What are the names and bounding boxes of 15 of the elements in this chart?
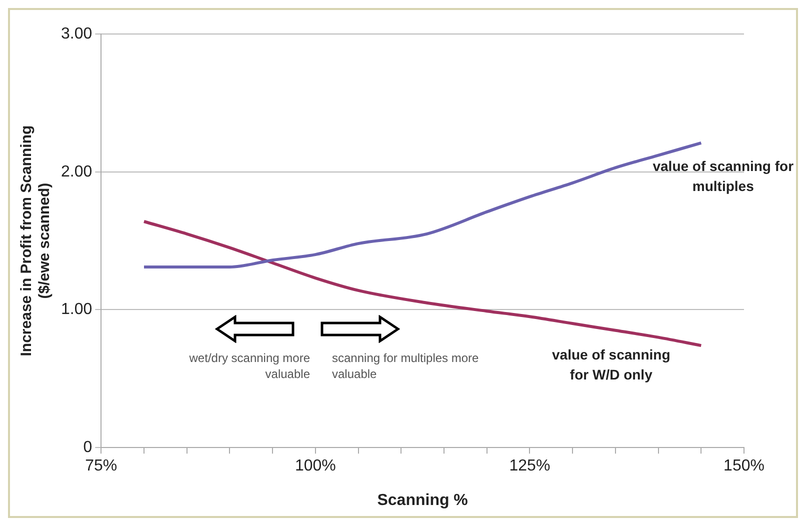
y-tick-label: 1.00: [61, 301, 92, 318]
x-tick-label: 125%: [509, 458, 550, 475]
x-tick-label: 75%: [85, 458, 118, 475]
y-tick-label: 3.00: [61, 25, 92, 42]
x-tick-label: 100%: [294, 458, 336, 475]
annotation: wet/dry scanning more valuable: [188, 350, 310, 382]
line-series: [142, 220, 703, 348]
y-tick-label: 0: [83, 439, 92, 456]
y-tick-label: 2.00: [61, 163, 92, 180]
x-tick-label: 150%: [724, 458, 764, 475]
series-label: value of scanning for W/D only: [552, 346, 670, 383]
y-axis-title: Increase in Profit from Scanning ($/ewe scanned): [18, 125, 54, 356]
series-label: value of scanning for multiples: [652, 158, 794, 194]
annotation: scanning for multiples more valuable: [332, 350, 480, 382]
x-axis-title: Scanning %: [377, 492, 468, 509]
